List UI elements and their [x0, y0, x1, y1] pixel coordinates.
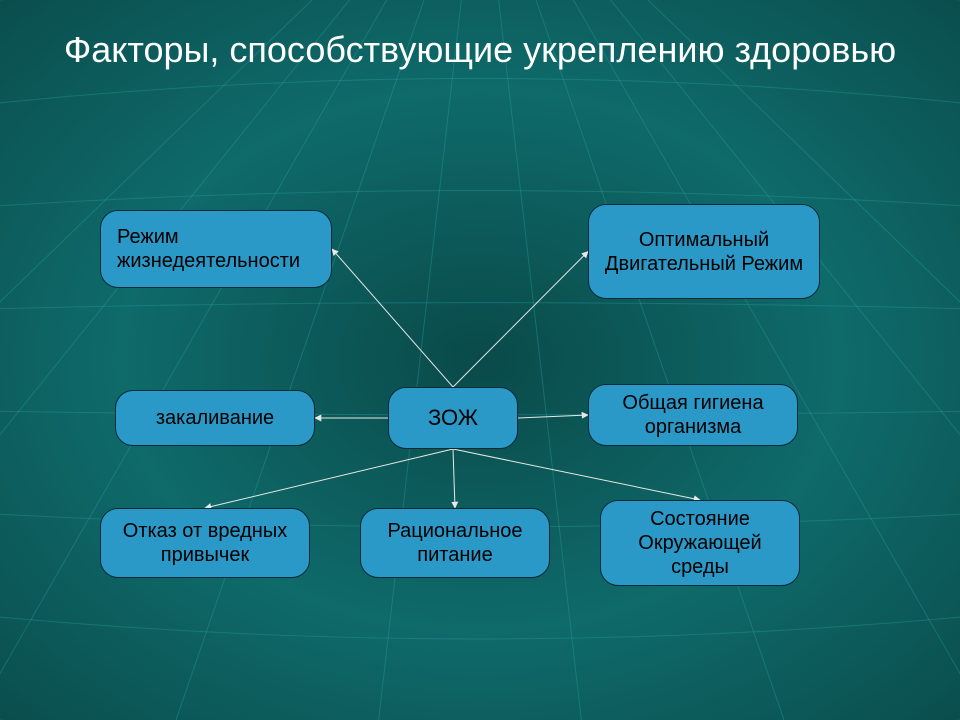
node-label: Общая гигиена организма	[597, 391, 789, 439]
factor-node: Общая гигиена организма	[588, 384, 798, 446]
node-label: Состояние Окружающей среды	[609, 507, 791, 579]
factor-node: закаливание	[115, 390, 315, 446]
factor-node: Режим жизнедеятельности	[100, 210, 332, 288]
factor-node: Рациональное питание	[360, 508, 550, 578]
node-label: закаливание	[156, 406, 274, 430]
node-label: Отказ от вредных привычек	[109, 519, 301, 567]
factor-node: Отказ от вредных привычек	[100, 508, 310, 578]
factor-node: Оптимальный Двигательный Режим	[588, 204, 820, 299]
slide-background	[0, 0, 960, 720]
node-label: Рациональное питание	[369, 519, 541, 567]
slide-title: Факторы, способствующие укреплению здоро…	[0, 28, 960, 71]
node-label: Оптимальный Двигательный Режим	[597, 228, 811, 276]
center-node: ЗОЖ	[388, 387, 518, 449]
slide: Факторы, способствующие укреплению здоро…	[0, 0, 960, 720]
node-label: ЗОЖ	[428, 405, 478, 431]
node-label: Режим жизнедеятельности	[117, 225, 323, 273]
factor-node: Состояние Окружающей среды	[600, 500, 800, 586]
